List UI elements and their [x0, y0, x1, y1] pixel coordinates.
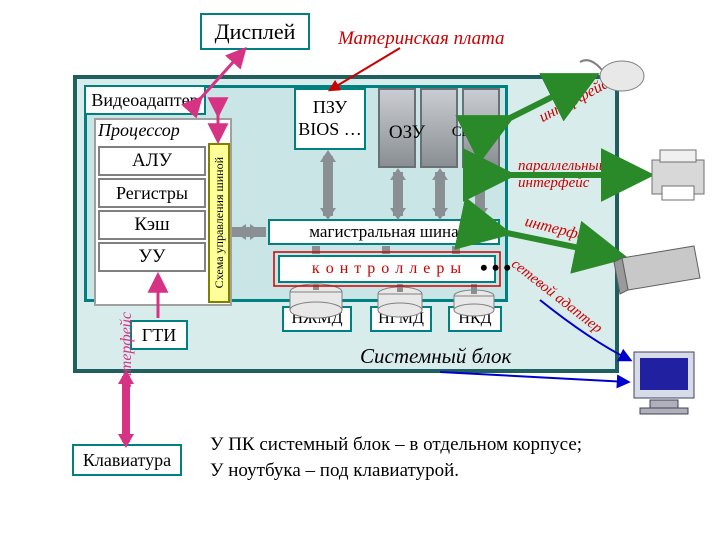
note-text: У ПК системный блок – в отдельном корпус…	[210, 432, 680, 483]
cu-box: УУ	[98, 242, 206, 272]
motherboard-label: Материнская плата	[338, 28, 505, 50]
interface-vertical-label: интерфейс	[118, 312, 140, 420]
monitor-icon	[634, 352, 694, 414]
cache-box: Кэш	[98, 210, 206, 240]
odd-label: НКД	[448, 306, 502, 332]
controllers-box: к о н т р о л л е р ы	[278, 255, 496, 283]
cmos-label: CMOS	[444, 124, 502, 141]
fdd-label: НГМД	[370, 306, 432, 332]
bus-control-box: Схема управления шиной	[208, 143, 230, 303]
drive-icon	[614, 246, 700, 294]
registers-box: Регистры	[98, 178, 206, 208]
bus-control-label: Схема управления шиной	[212, 157, 227, 288]
system-block-label: Системный блок	[360, 344, 511, 369]
keyboard-box: Клавиатура	[72, 444, 182, 476]
processor-label: Процессор	[98, 120, 180, 141]
curve-parallel: параллельный интерфейс	[518, 158, 606, 191]
videoadapter-box: Видеоадаптер	[84, 85, 206, 115]
rom-box: ПЗУ BIOS …	[294, 88, 366, 150]
main-bus-box: магистральная шина	[268, 219, 500, 245]
display-box: Дисплей	[200, 13, 310, 50]
printer-icon	[652, 150, 704, 200]
alu-box: АЛУ	[98, 146, 206, 176]
hdd-label: НЖМД	[282, 306, 352, 332]
ram-label: ОЗУ	[378, 122, 436, 144]
